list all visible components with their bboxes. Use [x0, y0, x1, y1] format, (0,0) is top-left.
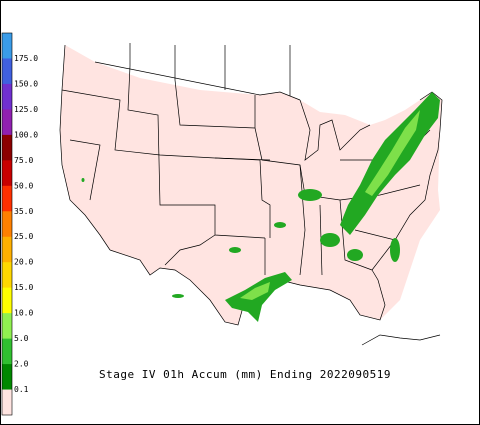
- legend-label: 2.0: [14, 360, 29, 369]
- us-land: [60, 45, 442, 325]
- legend-label: 175.0: [14, 54, 38, 63]
- legend-label: 50.0: [14, 181, 33, 190]
- legend-label: 15.0: [14, 283, 33, 292]
- legend-label: 10.0: [14, 309, 33, 318]
- caption: Stage IV 01h Accum (mm) Ending 202209051…: [99, 368, 391, 381]
- legend-swatch: [2, 338, 12, 365]
- legend-label: 5.0: [14, 334, 29, 343]
- legend-swatch: [2, 262, 12, 288]
- legend-swatch: [2, 211, 12, 238]
- legend-swatch: [2, 134, 12, 161]
- precipitation: [81, 92, 440, 322]
- legend-label: 35.0: [14, 207, 33, 216]
- legend-label: 75.0: [14, 156, 33, 165]
- legend-swatch: [2, 313, 12, 339]
- legend-swatch: [2, 236, 12, 263]
- legend-swatch: [2, 109, 12, 136]
- legend-label: 25.0: [14, 232, 33, 241]
- legend-swatch: [2, 185, 12, 212]
- legend: 175.0 150.0 125.0 100.0 75.0 50.0 35.0 25.0 20.0…: [1, 32, 38, 416]
- legend-swatch: [2, 364, 12, 390]
- legend-swatch: [2, 58, 12, 85]
- legend-swatch: [2, 160, 12, 187]
- legend-border: [1, 32, 13, 416]
- legend-label: 0.1: [14, 385, 29, 394]
- legend-swatch: [2, 389, 12, 416]
- legend-swatch: [2, 287, 12, 314]
- legend-swatch: [2, 83, 12, 110]
- legend-label: 20.0: [14, 258, 33, 267]
- legend-label: 100.0: [14, 130, 38, 139]
- legend-label: 125.0: [14, 105, 38, 114]
- legend-swatch: [2, 33, 12, 59]
- legend-label: 150.0: [14, 79, 38, 88]
- boundaries: [59, 43, 443, 346]
